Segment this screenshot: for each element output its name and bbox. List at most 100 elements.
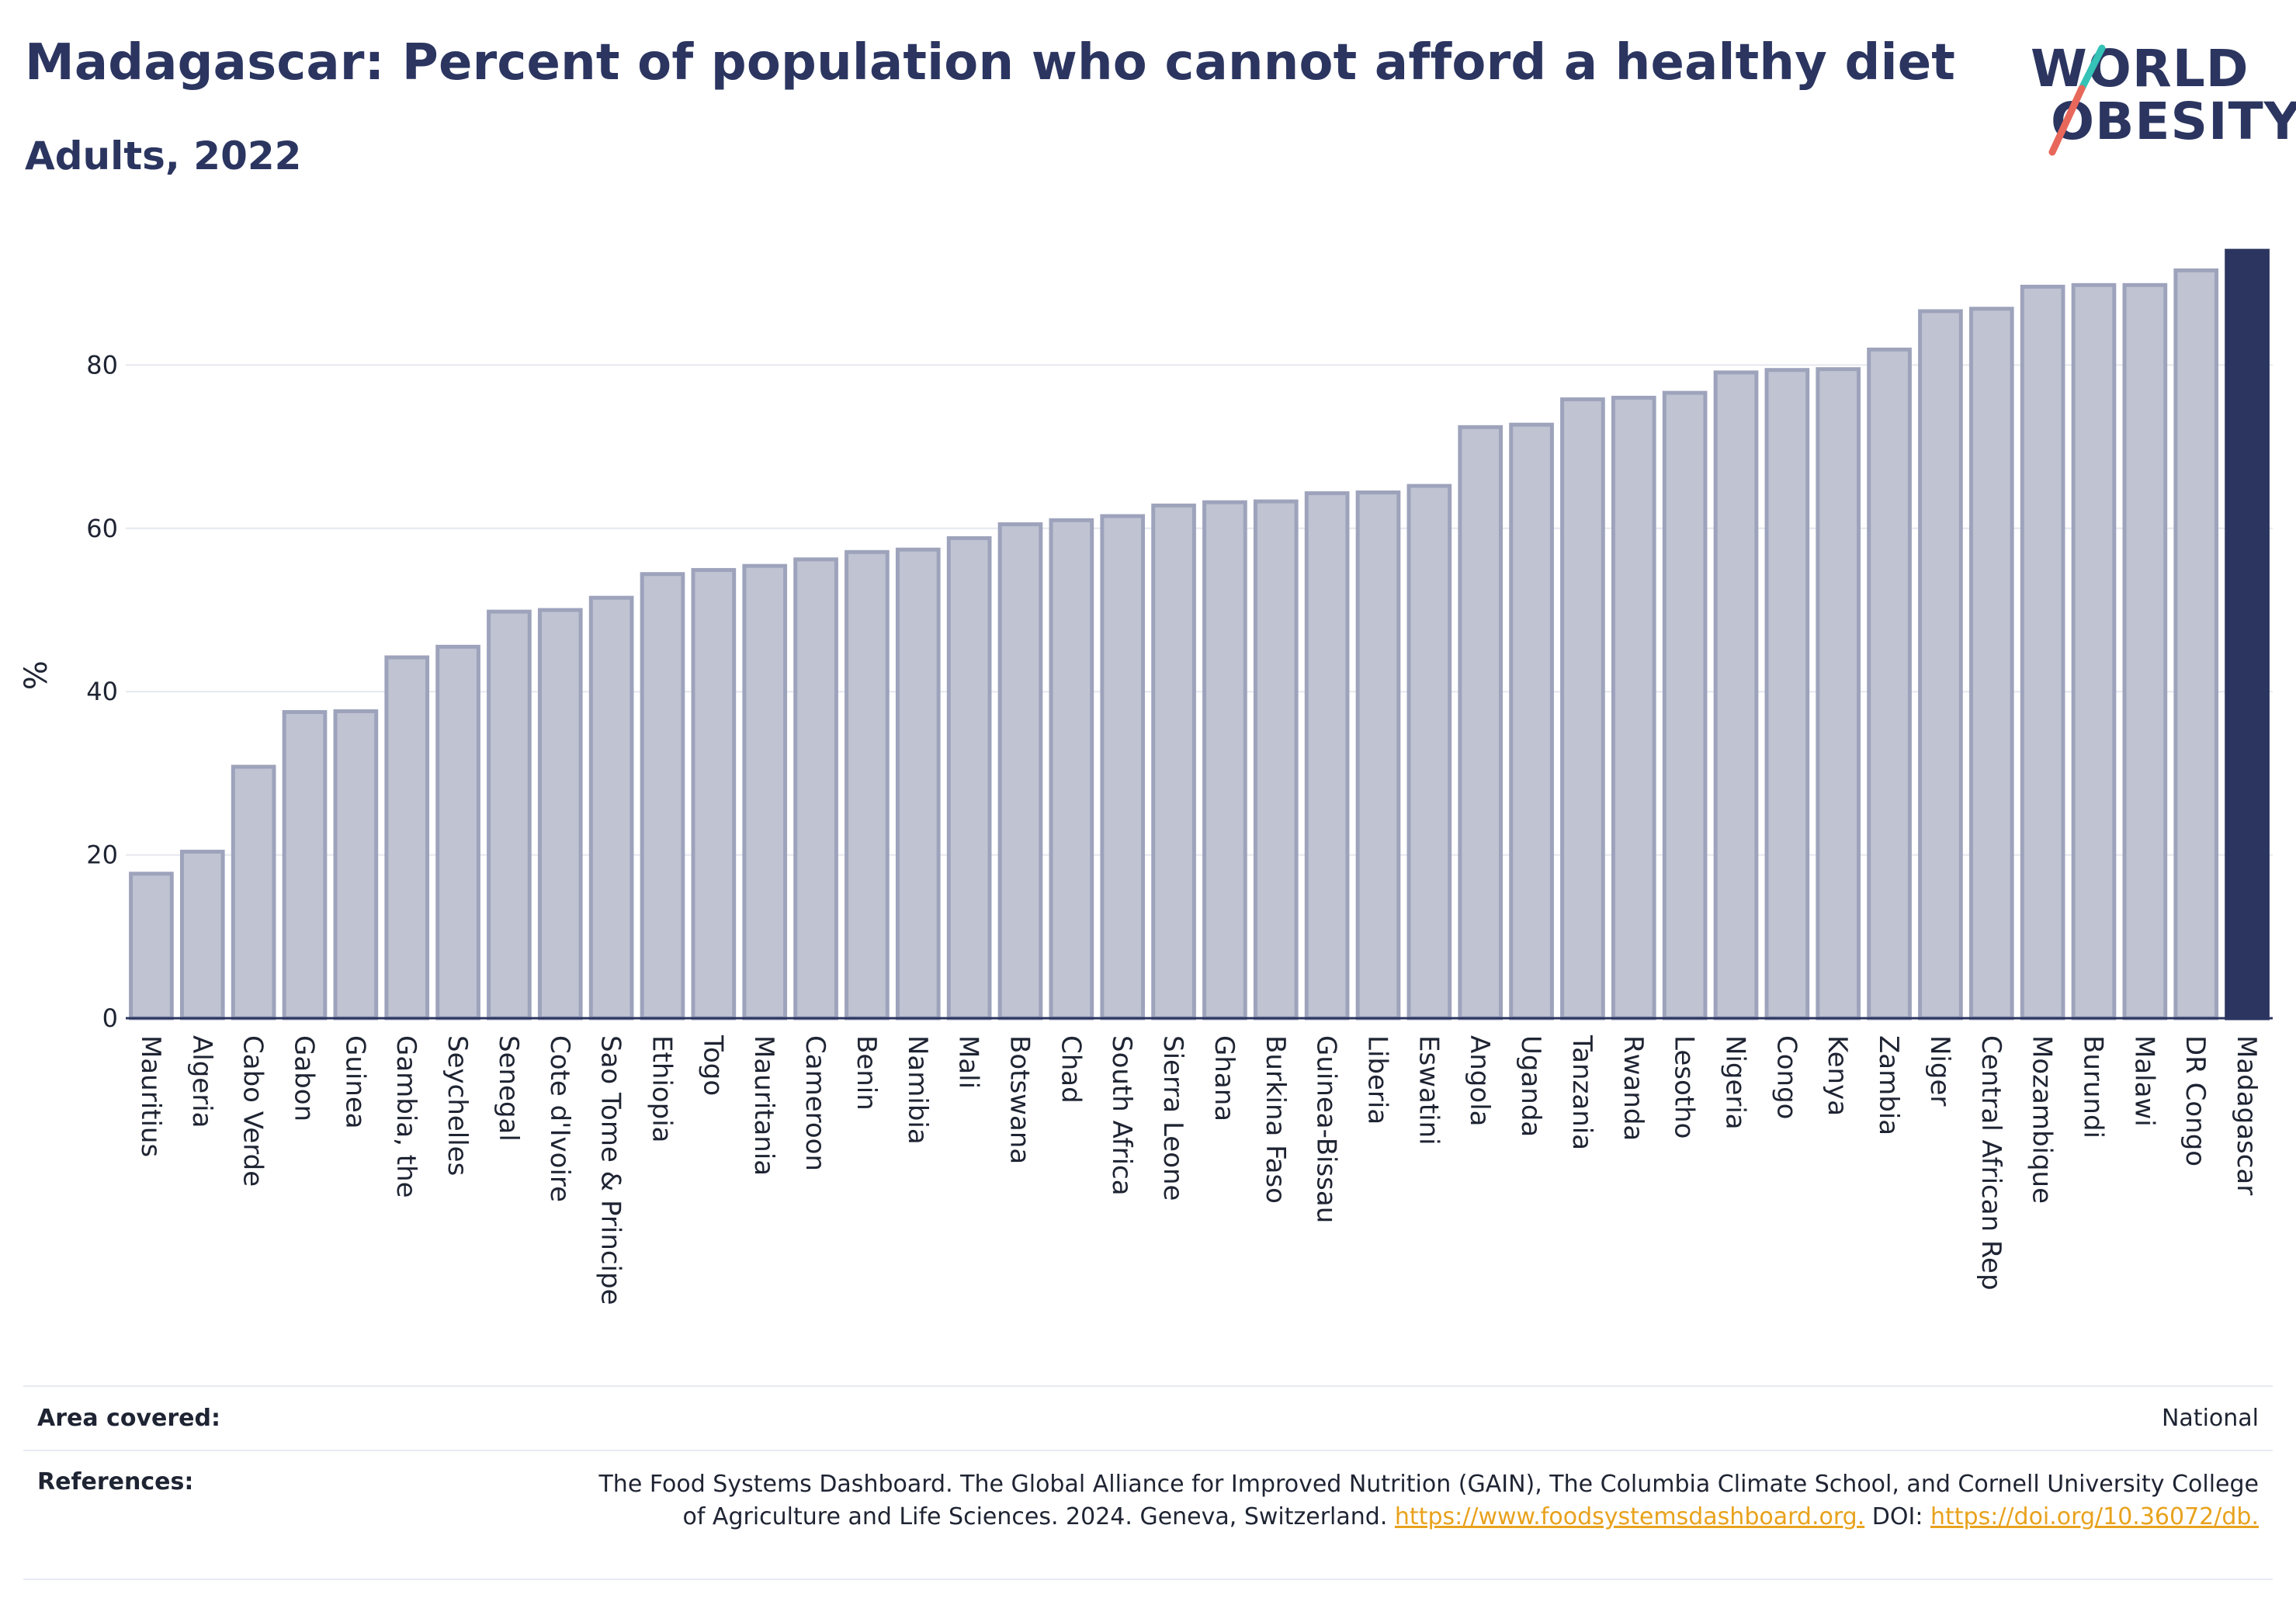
bar-cameroon[interactable]	[793, 557, 838, 1021]
x-tick-label: DR Congo	[2180, 1035, 2211, 1166]
y-tick-label: 20	[86, 840, 118, 870]
x-tick-label: Benin	[851, 1035, 882, 1111]
axes: 0 20 40 60 80% Mauritius Algeria Cabo Verde Gabo…	[19, 350, 2273, 1305]
x-tick-label: South Africa	[1106, 1035, 1137, 1196]
x-tick-label: Sierra Leone	[1157, 1035, 1188, 1201]
logo-line-1: WORLD	[2031, 39, 2249, 99]
area-covered-value: National	[2161, 1405, 2259, 1432]
x-tick-label: Cote d'Ivoire	[544, 1035, 575, 1202]
bar-cote-d-ivoire[interactable]	[537, 608, 583, 1021]
references-link-doi[interactable]: https://doi.org/10.36072/db.	[1930, 1503, 2259, 1530]
bar-kenya[interactable]	[1816, 367, 1861, 1021]
bar-south-africa[interactable]	[1100, 514, 1146, 1021]
bar-zambia[interactable]	[1867, 347, 1912, 1021]
x-tick-label: Central African Rep	[1975, 1035, 2006, 1291]
bar-chart: 0 20 40 60 80% Mauritius Algeria Cabo Verde Gabo…	[19, 248, 2273, 1305]
x-tick-label: Mauritania	[748, 1035, 779, 1176]
x-tick-label: Lesotho	[1669, 1035, 1700, 1139]
area-covered-row: Area covered: National	[23, 1405, 2273, 1439]
world-obesity-logo[interactable]: WORLD OBESITY	[2026, 34, 2296, 166]
x-tick-label: Congo	[1771, 1035, 1802, 1119]
bar-uganda[interactable]	[1509, 422, 1554, 1021]
references-label: References:	[37, 1468, 194, 1495]
bar-eswatini[interactable]	[1406, 483, 1452, 1021]
x-tick-label: Angola	[1464, 1035, 1495, 1126]
bar-congo[interactable]	[1764, 368, 1810, 1021]
x-tick-label: Uganda	[1515, 1035, 1546, 1137]
x-tick-label: Tanzania	[1566, 1035, 1597, 1150]
bar-lesotho[interactable]	[1662, 390, 1708, 1021]
x-tick-label: Cameroon	[799, 1035, 831, 1171]
x-tick-label: Burundi	[2078, 1035, 2109, 1139]
x-tick-label: Liberia	[1362, 1035, 1393, 1125]
x-tick-label: Mozambique	[2027, 1035, 2058, 1204]
bar-guinea[interactable]	[333, 709, 379, 1021]
bar-nigeria[interactable]	[1713, 370, 1759, 1021]
x-tick-label: Namibia	[902, 1035, 933, 1145]
x-tick-label: Nigeria	[1720, 1035, 1751, 1130]
bar-ghana[interactable]	[1202, 500, 1247, 1021]
area-covered-label: Area covered:	[37, 1405, 220, 1432]
x-tick-label: Senegal	[493, 1035, 524, 1142]
bars	[129, 248, 2270, 1021]
bar-tanzania[interactable]	[1560, 397, 1605, 1021]
x-tick-label: Togo	[697, 1035, 728, 1096]
x-tick-label: Burkina Faso	[1260, 1035, 1291, 1204]
bar-gambia-the[interactable]	[384, 655, 430, 1021]
divider	[23, 1450, 2273, 1451]
x-tick-label: Malawi	[2128, 1035, 2159, 1127]
bar-sierra-leone[interactable]	[1151, 503, 1196, 1021]
bar-guinea-bissau[interactable]	[1304, 491, 1350, 1021]
bar-ethiopia[interactable]	[640, 572, 685, 1021]
y-axis-label: %	[19, 660, 54, 690]
x-tick-label: Zambia	[1873, 1035, 1904, 1135]
x-tick-label: Mali	[953, 1035, 984, 1089]
x-tick-label: Guinea-Bissau	[1311, 1035, 1342, 1223]
bar-burkina-faso[interactable]	[1253, 499, 1299, 1021]
bar-botswana[interactable]	[997, 522, 1043, 1021]
references-row: References: The Food Systems Dashboard. …	[23, 1468, 2273, 1569]
references-link-dashboard[interactable]: https://www.foodsystemsdashboard.org.	[1394, 1503, 1865, 1530]
bar-togo[interactable]	[691, 567, 737, 1021]
x-tick-label: Gabon	[289, 1035, 320, 1121]
bar-angola[interactable]	[1458, 425, 1503, 1021]
bar-cabo-verde[interactable]	[231, 764, 276, 1021]
x-tick-label: Cabo Verde	[238, 1035, 269, 1187]
bar-burundi[interactable]	[2071, 282, 2117, 1021]
x-tick-label: Mauritius	[135, 1035, 166, 1157]
x-tick-label: Madagascar	[2231, 1035, 2262, 1195]
bar-namibia[interactable]	[895, 547, 941, 1021]
bar-mauritius[interactable]	[129, 872, 174, 1021]
bar-liberia[interactable]	[1355, 490, 1401, 1021]
bar-algeria[interactable]	[179, 849, 225, 1021]
bar-mali[interactable]	[946, 535, 992, 1021]
bar-sao-tome-principe[interactable]	[588, 595, 634, 1021]
bar-senegal[interactable]	[487, 609, 532, 1021]
x-tick-label: Botswana	[1004, 1035, 1035, 1164]
bar-chad[interactable]	[1049, 518, 1094, 1021]
x-tick-label: Seychelles	[442, 1035, 473, 1176]
bar-dr-congo[interactable]	[2173, 268, 2219, 1021]
y-tick-label: 40	[86, 677, 118, 706]
bar-mauritania[interactable]	[742, 563, 788, 1021]
y-tick-label: 60	[86, 514, 118, 543]
x-tick-label: Guinea	[339, 1035, 370, 1129]
bar-benin[interactable]	[845, 549, 890, 1021]
x-tick-label: Gambia, the	[390, 1035, 421, 1198]
bar-niger[interactable]	[1918, 309, 1963, 1021]
bar-malawi[interactable]	[2122, 282, 2168, 1021]
x-tick-label: Rwanda	[1618, 1035, 1649, 1141]
bar-seychelles[interactable]	[435, 644, 480, 1021]
bar-central-african-rep[interactable]	[1968, 307, 2014, 1021]
divider	[23, 1579, 2273, 1580]
y-tick-label: 0	[102, 1003, 118, 1033]
bar-gabon[interactable]	[282, 710, 328, 1021]
x-tick-label: Chad	[1055, 1035, 1086, 1104]
x-tick-label: Niger	[1924, 1035, 1955, 1106]
bar-mozambique[interactable]	[2020, 284, 2065, 1021]
bar-madagascar[interactable]	[2225, 248, 2270, 1021]
divider	[23, 1385, 2273, 1387]
bar-rwanda[interactable]	[1611, 395, 1656, 1021]
x-tick-label: Ethiopia	[647, 1035, 678, 1142]
references-text: The Food Systems Dashboard. The Global A…	[598, 1468, 2259, 1534]
